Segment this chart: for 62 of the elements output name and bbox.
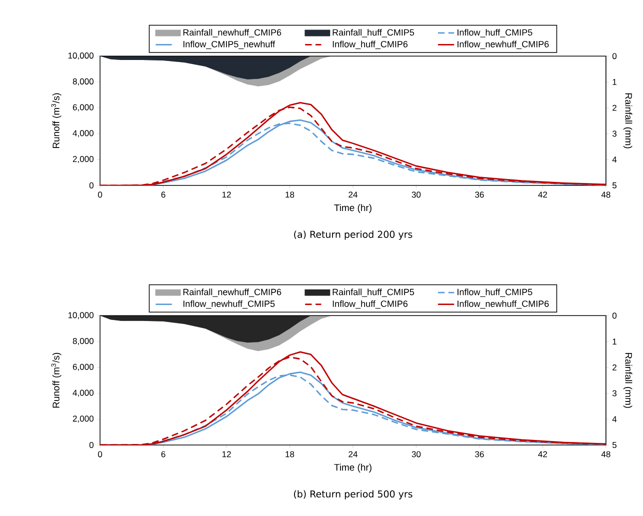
legend-label: Inflow_newhuff_CMIP5	[183, 300, 275, 308]
text: (b) Return period 500 yrs	[294, 490, 412, 500]
y-tick-label: 8,000	[72, 78, 94, 86]
x-tick-label: 42	[538, 451, 547, 457]
y2-tick-label: 2	[612, 104, 616, 111]
y2-tick-label: 4	[612, 156, 617, 162]
y-tick-label: 4,000	[72, 390, 94, 397]
y-tick-label: 2,000	[72, 156, 94, 163]
x-tick-label: 24	[348, 191, 358, 198]
x-tick-label: 30	[412, 191, 421, 198]
x-tick-label: 48	[601, 451, 610, 458]
x-axis-title: Time (hr)	[334, 204, 372, 213]
y-tick-label: 0	[89, 442, 94, 448]
y-tick-label: 6,000	[72, 364, 94, 371]
x-tick-label: 48	[601, 191, 610, 198]
text: (a) Return period 200 yrs	[294, 230, 412, 240]
y2-tick-label: 1	[612, 338, 616, 344]
x-tick-label: 18	[286, 451, 294, 458]
x-tick-label: 42	[538, 191, 547, 198]
legend-label: Inflow_huff_CMIP5	[458, 288, 532, 297]
x-axis-title: Time (hr)	[334, 464, 372, 472]
y-tick-label: 8,000	[72, 338, 94, 345]
y-axis-title: Runoff (m$^{3}$/s)	[51, 352, 62, 408]
legend-label: Rainfall_newhuff_CMIP6	[183, 28, 282, 38]
y2-tick-label: 0	[612, 312, 617, 319]
y-tick-label: 10,000	[68, 312, 94, 320]
y-tick-label: 4,000	[72, 130, 94, 138]
legend-label: Inflow_newhuff_CMIP6	[458, 300, 549, 308]
legend-label: Inflow_CMIP5_newhuff	[183, 40, 276, 49]
y2-axis-title: Rainfall (mm)	[623, 93, 632, 148]
legend-label: Rainfall_huff_CMIP5	[332, 288, 414, 297]
y-tick-label: 0	[89, 182, 94, 188]
y2-tick-label: 5	[612, 182, 617, 188]
y-tick-label: 6,000	[72, 104, 94, 112]
y2-tick-label: 5	[612, 442, 617, 448]
y2-tick-label: 2	[612, 364, 616, 370]
x-tick-label: 0	[98, 191, 102, 198]
y2-tick-label: 3	[612, 130, 616, 137]
x-tick-label: 30	[412, 451, 421, 458]
x-tick-label: 36	[475, 451, 484, 458]
y-tick-label: 2,000	[72, 415, 94, 422]
y2-tick-label: 1	[612, 78, 616, 85]
x-tick-label: 0	[98, 451, 102, 458]
legend-label: Inflow_huff_CMIP6	[332, 40, 408, 49]
legend-label: Inflow_newhuff_CMIP6	[458, 40, 549, 49]
x-tick-label: 18	[286, 191, 294, 198]
y2-tick-label: 3	[612, 390, 616, 396]
y2-axis-title: Rainfall (mm)	[623, 352, 632, 408]
y2-tick-label: 0	[612, 52, 617, 59]
x-tick-label: 6	[161, 191, 166, 198]
x-tick-label: 12	[222, 451, 231, 457]
y2-tick-label: 4	[612, 416, 617, 422]
y-tick-label: 10,000	[68, 52, 94, 60]
y-axis-title: Runoff (m$^{3}$/s)	[51, 93, 62, 148]
x-tick-label: 6	[161, 451, 166, 458]
x-tick-label: 24	[348, 451, 358, 457]
x-tick-label: 12	[222, 191, 231, 198]
legend-label: Rainfall_huff_CMIP5	[332, 28, 414, 38]
legend-label: Inflow_huff_CMIP5	[458, 28, 532, 38]
legend-label: Inflow_huff_CMIP6	[332, 300, 408, 308]
legend-label: Rainfall_newhuff_CMIP6	[183, 288, 282, 297]
x-tick-label: 36	[475, 191, 484, 198]
